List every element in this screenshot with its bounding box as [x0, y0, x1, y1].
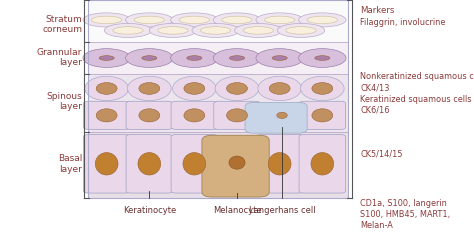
Ellipse shape [213, 49, 261, 67]
Ellipse shape [272, 56, 287, 60]
Ellipse shape [85, 76, 128, 101]
FancyBboxPatch shape [171, 101, 218, 129]
FancyBboxPatch shape [299, 135, 346, 193]
Ellipse shape [139, 83, 160, 94]
Ellipse shape [258, 76, 301, 101]
Ellipse shape [235, 23, 282, 37]
Bar [88, 42, 348, 74]
Ellipse shape [229, 56, 245, 60]
Ellipse shape [311, 153, 334, 175]
Ellipse shape [96, 109, 117, 122]
Ellipse shape [95, 153, 118, 175]
Ellipse shape [179, 16, 210, 24]
Text: Spinous
layer: Spinous layer [46, 92, 82, 111]
Ellipse shape [277, 112, 287, 118]
Ellipse shape [269, 83, 290, 94]
Ellipse shape [183, 153, 206, 175]
Ellipse shape [134, 16, 164, 24]
Text: Grannular
layer: Grannular layer [36, 48, 82, 67]
Ellipse shape [229, 156, 245, 169]
Ellipse shape [243, 27, 273, 34]
Ellipse shape [215, 76, 259, 101]
FancyBboxPatch shape [83, 101, 130, 129]
Ellipse shape [139, 109, 160, 122]
Ellipse shape [299, 49, 346, 67]
Ellipse shape [299, 13, 346, 27]
Ellipse shape [256, 49, 303, 67]
Ellipse shape [184, 109, 205, 122]
FancyBboxPatch shape [256, 135, 303, 193]
FancyBboxPatch shape [171, 135, 218, 193]
Text: CK5/14/15: CK5/14/15 [360, 150, 403, 159]
FancyBboxPatch shape [202, 135, 269, 197]
Ellipse shape [227, 109, 247, 122]
Ellipse shape [99, 56, 114, 60]
FancyBboxPatch shape [245, 102, 307, 133]
Ellipse shape [201, 27, 231, 34]
Ellipse shape [158, 27, 188, 34]
Ellipse shape [91, 16, 122, 24]
Ellipse shape [184, 83, 205, 94]
Ellipse shape [264, 16, 295, 24]
Ellipse shape [301, 76, 344, 101]
Ellipse shape [142, 56, 157, 60]
Ellipse shape [126, 13, 173, 27]
FancyBboxPatch shape [126, 135, 173, 193]
Text: Melanocyte: Melanocyte [213, 206, 261, 215]
Ellipse shape [227, 83, 247, 94]
Text: Basal
layer: Basal layer [58, 154, 82, 173]
Ellipse shape [277, 23, 325, 37]
Ellipse shape [268, 153, 291, 175]
Ellipse shape [171, 13, 218, 27]
Ellipse shape [83, 49, 130, 67]
Bar [88, 0, 348, 198]
Ellipse shape [173, 76, 216, 101]
Ellipse shape [104, 23, 152, 37]
Bar [88, 0, 348, 42]
Ellipse shape [83, 13, 130, 27]
Bar [88, 74, 348, 132]
Text: Filaggrin, involucrine: Filaggrin, involucrine [360, 18, 446, 27]
Text: Keratinocyte: Keratinocyte [123, 206, 176, 215]
Text: CD1a, S100, langerin
S100, HMB45, MART1,
Melan-A: CD1a, S100, langerin S100, HMB45, MART1,… [360, 198, 450, 230]
Bar [88, 132, 348, 198]
Ellipse shape [312, 109, 333, 122]
Ellipse shape [113, 27, 143, 34]
FancyBboxPatch shape [299, 101, 346, 129]
Ellipse shape [126, 49, 173, 67]
Ellipse shape [187, 56, 202, 60]
Ellipse shape [213, 13, 261, 27]
Ellipse shape [307, 16, 337, 24]
Ellipse shape [312, 83, 333, 94]
Ellipse shape [286, 27, 316, 34]
Ellipse shape [138, 153, 161, 175]
Ellipse shape [149, 23, 197, 37]
Ellipse shape [128, 76, 171, 101]
FancyBboxPatch shape [83, 135, 130, 193]
Ellipse shape [222, 16, 252, 24]
Text: Nonkeratinized squamous cells
CK4/13
Keratinized squamous cells
CK6/16: Nonkeratinized squamous cells CK4/13 Ker… [360, 73, 474, 115]
Ellipse shape [171, 49, 218, 67]
FancyBboxPatch shape [126, 101, 173, 129]
Ellipse shape [315, 56, 330, 60]
Text: Markers: Markers [360, 6, 395, 15]
Text: Stratum
corneum: Stratum corneum [42, 15, 82, 34]
Ellipse shape [256, 13, 303, 27]
Ellipse shape [96, 83, 117, 94]
Ellipse shape [192, 23, 239, 37]
Text: Langerhans cell: Langerhans cell [249, 206, 315, 215]
FancyBboxPatch shape [214, 101, 260, 129]
